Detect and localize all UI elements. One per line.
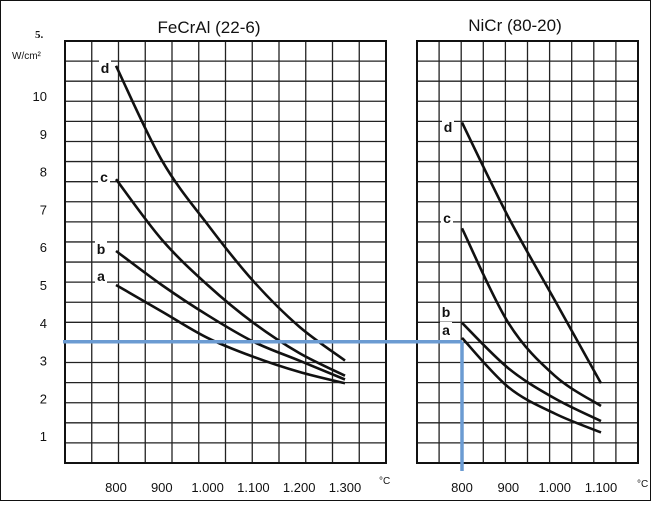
y-tick-label: 2 bbox=[40, 391, 47, 406]
figure-number: 5. bbox=[35, 29, 44, 41]
x-tick-label: 900 bbox=[497, 480, 519, 495]
y-tick-label: 3 bbox=[40, 354, 47, 369]
right-panel-title: NiCr (80-20) bbox=[468, 16, 562, 35]
curve-a-label: a bbox=[442, 322, 450, 338]
y-tick-label: 6 bbox=[40, 240, 47, 255]
x-tick-label: 900 bbox=[151, 480, 173, 495]
x-tick-label: 1.100 bbox=[237, 480, 270, 495]
right-panel: 800 900 1.000 1.100 d c ba bbox=[417, 41, 638, 495]
curve-a-label: a bbox=[97, 268, 105, 284]
x-tick-label: 800 bbox=[451, 480, 473, 495]
y-tick-label: 10 bbox=[33, 89, 47, 104]
x-tick-label: 1.200 bbox=[283, 480, 316, 495]
left-x-unit: °C bbox=[379, 476, 390, 487]
right-x-unit: °C bbox=[637, 479, 648, 490]
curve-b-label: b bbox=[442, 304, 451, 320]
x-tick-label: 1.100 bbox=[585, 480, 618, 495]
left-panel-title: FeCrAl (22-6) bbox=[158, 18, 261, 37]
curve-d-label: d bbox=[101, 60, 110, 76]
curve-c-label: c bbox=[443, 210, 451, 226]
curve-d-label: d bbox=[444, 119, 453, 135]
y-axis-unit: W/cm² bbox=[12, 51, 42, 62]
y-tick-label: 4 bbox=[40, 316, 47, 331]
y-tick-label: 7 bbox=[40, 202, 47, 217]
x-tick-label: 1.300 bbox=[329, 480, 362, 495]
y-tick-label: 9 bbox=[40, 127, 47, 142]
y-tick-label: 5 bbox=[40, 278, 47, 293]
y-tick-label: 1 bbox=[40, 429, 47, 444]
curve-c-label: c bbox=[100, 169, 108, 185]
x-tick-label: 800 bbox=[105, 480, 127, 495]
curve-a-line bbox=[116, 285, 345, 383]
left-panel: 800 900 1.000 1.100 1.200 1.300 1 2 3 4 5 6 7 8 9 10 d c b… bbox=[33, 41, 386, 495]
x-tick-label: 1.000 bbox=[538, 480, 571, 495]
curve-d-line bbox=[116, 66, 345, 361]
y-tick-label: 8 bbox=[40, 165, 47, 180]
x-tick-label: 1.000 bbox=[191, 480, 224, 495]
curve-b-label: b bbox=[97, 241, 106, 257]
